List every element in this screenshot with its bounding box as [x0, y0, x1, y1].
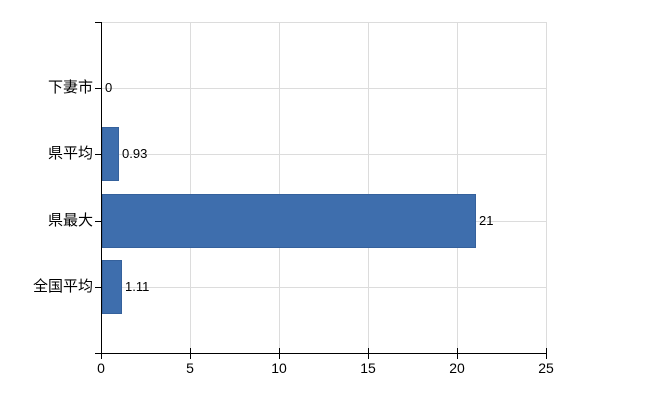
bar — [102, 127, 119, 181]
category-label: 県最大 — [47, 212, 93, 229]
y-axis-tick — [95, 154, 101, 155]
gridline-horizontal-top — [101, 22, 546, 23]
x-tick-label: 10 — [271, 360, 287, 376]
x-tick-label: 0 — [97, 360, 105, 376]
value-label: 0 — [105, 80, 113, 95]
gridline-vertical — [457, 22, 458, 353]
value-label: 0.93 — [122, 146, 148, 161]
x-tick-label: 5 — [186, 360, 194, 376]
gridline-horizontal — [101, 154, 546, 155]
bar — [102, 260, 122, 314]
gridline-vertical — [546, 22, 547, 353]
x-tick-label: 15 — [360, 360, 376, 376]
value-label: 1.11 — [125, 279, 150, 294]
y-axis-top-tick — [95, 22, 101, 23]
x-axis-line — [95, 353, 546, 354]
gridline-vertical — [190, 22, 191, 353]
y-axis-line — [101, 22, 102, 359]
x-tick-label: 25 — [538, 360, 554, 376]
bar — [102, 194, 476, 248]
value-label: 21 — [479, 213, 494, 228]
category-label: 下妻市 — [47, 79, 93, 96]
y-axis-tick — [95, 221, 101, 222]
gridline-horizontal — [101, 287, 546, 288]
y-axis-tick — [95, 88, 101, 89]
gridline-horizontal — [101, 88, 546, 89]
gridline-vertical — [279, 22, 280, 353]
x-axis-tick — [546, 348, 547, 359]
gridline-vertical — [368, 22, 369, 353]
y-axis-tick — [95, 287, 101, 288]
category-label: 県平均 — [47, 145, 93, 162]
x-tick-label: 20 — [449, 360, 465, 376]
category-label: 全国平均 — [32, 278, 93, 295]
